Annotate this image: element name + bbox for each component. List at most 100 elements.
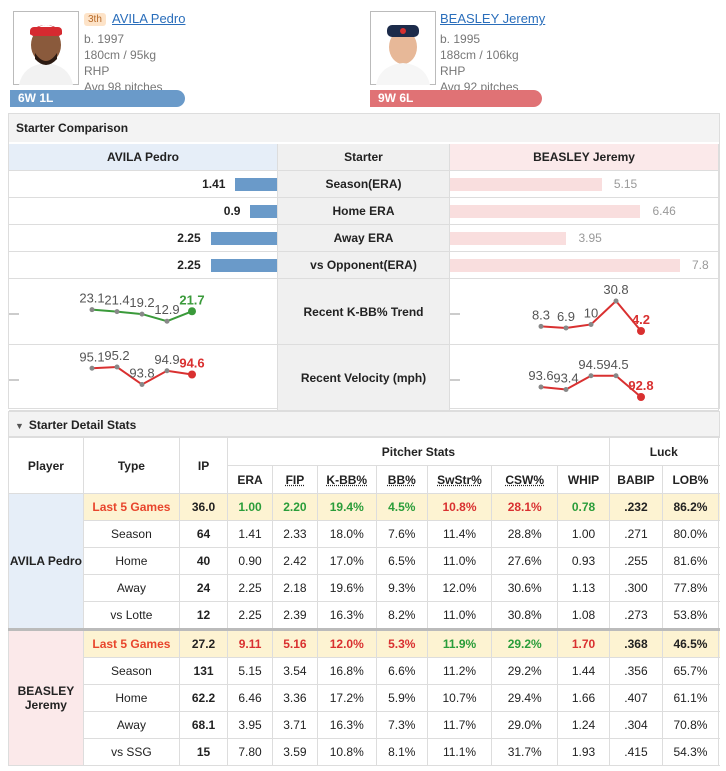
player-name-link[interactable]: AVILA Pedro [112, 11, 186, 26]
stats-row: AVILA Pedro Last 5 Games 36.0 1.00 2.20 19.4%… [8, 493, 720, 630]
sparkline: 8.3 6.9 10 30.8 4.2 [450, 282, 650, 335]
stat-value: 64 [178, 520, 229, 548]
trend-point [114, 364, 120, 370]
stat-value: 81.6% [662, 547, 719, 575]
record-bar: 6W 1L [10, 90, 185, 107]
player-name-link[interactable]: BEASLEY Jeremy [440, 11, 546, 26]
record-text: 9W 6L [378, 91, 414, 105]
stat-value: 19.6% [316, 574, 377, 602]
stat-value: .368 [608, 628, 664, 658]
row-type: Away [82, 574, 181, 602]
header-group: Opp [717, 437, 720, 466]
stat-value: 62.2 [178, 684, 229, 712]
comparison-panel: Starter Comparison AVILA Pedro Starter BEAS… [8, 113, 720, 411]
stat-value: 1.00 [557, 520, 610, 548]
stat-value: 7.6% [375, 520, 428, 548]
trend-value: 94.9 [154, 352, 179, 367]
stat-value: 18.0% [316, 520, 377, 548]
stat-value: 46.5% [662, 628, 719, 658]
trend-value: 95.1 [79, 349, 104, 364]
stat-value: 29.4% [491, 684, 559, 712]
trend-label: Recent K-BB% Trend [278, 279, 450, 345]
stat-value: 17.2% [316, 684, 377, 712]
player-born: b. 1997 [84, 32, 125, 46]
stat-value: 12.0% [426, 574, 493, 602]
trend-value: 6.9 [557, 309, 575, 324]
stats-row: vs Lotte 12 2.25 2.39 16.3% 8.2% 11.0% 30.8% 1.0… [9, 601, 720, 630]
stats-row: Season 131 5.15 3.54 16.8% 6.6% 11.2% 29.2% 1.44… [9, 657, 720, 685]
header-column: BABIP [608, 465, 664, 494]
trend-value: 19.2 [129, 295, 154, 310]
player-name: BEASLEY Jeremy [8, 628, 84, 766]
trend-point [538, 323, 544, 329]
section-title: ▼ Starter Detail Stats [8, 411, 720, 437]
row-left: 2.25 [9, 225, 278, 252]
stat-value: 1.00 [227, 493, 273, 521]
stat-value: 1.70 [557, 628, 610, 658]
stat-value: 11.4% [426, 520, 493, 548]
stat-value: 9.3% [375, 574, 428, 602]
row-right: 6.46 [450, 198, 719, 225]
stat-value: 10.7% [426, 684, 493, 712]
stat-value: 10.8% [426, 493, 493, 521]
trend-value: 94.6 [179, 356, 204, 371]
row-label: vs Opponent(ERA) [278, 252, 450, 279]
rank-badge: 3th [84, 13, 106, 26]
stat-value: 28.8% [491, 520, 559, 548]
bar-value: 3.95 [578, 231, 602, 245]
stat-value: .200 [717, 601, 720, 630]
stat-value: 1.13 [557, 574, 610, 602]
stat-value: 16.3% [316, 711, 377, 739]
row-type: Away [82, 711, 181, 739]
stat-value: .338 [717, 738, 720, 766]
player-photo [13, 11, 79, 85]
stat-value: 6.5% [375, 547, 428, 575]
sparkline: 93.6 93.494.5 94.592.8 [450, 357, 654, 401]
stat-value: 2.25 [227, 601, 273, 630]
bar-value: 6.46 [652, 204, 676, 218]
column-header: AVILA Pedro [9, 144, 278, 171]
stat-value: 5.3% [375, 628, 428, 658]
stat-value: .236 [717, 711, 720, 739]
stat-value: 29.2% [491, 628, 559, 658]
row-right: 3.95 [450, 225, 719, 252]
player-hand: RHP [84, 64, 110, 78]
stat-value: .300 [608, 574, 664, 602]
stat-value: 30.8% [491, 601, 559, 630]
bar-value: 2.25 [177, 231, 201, 245]
stat-value: 27.6% [491, 547, 559, 575]
trend-point [139, 382, 145, 387]
stat-value: .304 [608, 711, 664, 739]
stat-value: 2.39 [271, 601, 318, 630]
stat-value: .190 [717, 547, 720, 575]
stat-value: 3.54 [271, 657, 318, 685]
row-type: vs Lotte [82, 601, 181, 630]
trend-point [164, 368, 170, 374]
record-bar: 9W 6L [370, 90, 542, 107]
stat-value: .356 [608, 657, 664, 685]
stats-row: vs SSG 15 7.80 3.59 10.8% 8.1% 11.1% 31.7% 1.93.… [9, 738, 720, 766]
trend-value: 94.5 [578, 357, 603, 372]
stat-value: .407 [608, 684, 664, 712]
stat-value: 11.7% [426, 711, 493, 739]
stat-value: 3.36 [271, 684, 318, 712]
stat-value: 1.93 [557, 738, 610, 766]
bar [235, 178, 277, 191]
trend-value: 12.9 [154, 302, 179, 317]
bar [210, 259, 277, 272]
stat-value: .271 [608, 520, 664, 548]
row-left: 0.9 [9, 198, 278, 225]
trend-cell: 93.6 93.4 94.5 94.5 92.8 [450, 345, 719, 411]
stat-value: .173 [717, 493, 720, 521]
stat-value: 70.8% [662, 711, 719, 739]
header-column: CSW% [491, 465, 559, 494]
stat-value: 24 [178, 574, 229, 602]
stat-value: 11.9% [426, 628, 493, 658]
trend-point [588, 321, 594, 327]
trend-point [538, 384, 544, 390]
stat-value: 65.7% [662, 657, 719, 685]
stat-value: 1.44 [557, 657, 610, 685]
trend-cell: 23.1 21.4 19.2 12.9 21.7 [9, 279, 278, 345]
row-left: 1.41 [9, 171, 278, 198]
